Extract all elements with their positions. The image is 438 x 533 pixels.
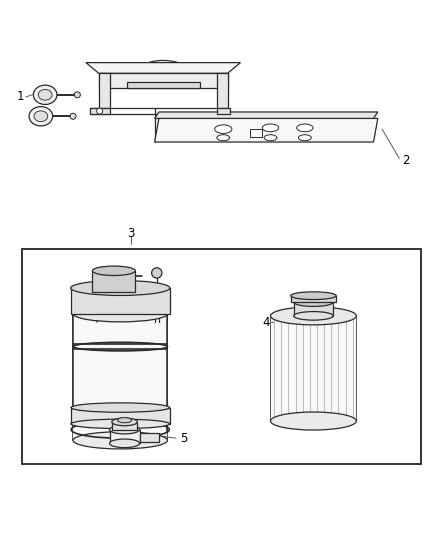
Ellipse shape [291,292,336,300]
Bar [92,271,135,292]
Ellipse shape [298,135,311,141]
Ellipse shape [112,418,138,426]
Polygon shape [155,118,378,142]
Bar [250,129,262,137]
Bar [112,422,138,430]
Polygon shape [217,108,230,114]
Polygon shape [155,112,378,118]
Polygon shape [99,74,228,88]
Bar [71,408,170,424]
Circle shape [74,92,80,98]
Polygon shape [217,74,228,108]
Circle shape [97,108,102,114]
Ellipse shape [92,266,135,276]
Ellipse shape [110,425,140,434]
Ellipse shape [294,312,333,320]
Polygon shape [127,82,200,88]
Polygon shape [140,433,159,442]
Bar [21,249,421,464]
Ellipse shape [73,305,167,322]
Ellipse shape [71,280,170,295]
Ellipse shape [271,412,357,430]
Ellipse shape [264,135,277,141]
Text: 4: 4 [262,316,270,329]
Ellipse shape [71,403,170,413]
Ellipse shape [117,417,131,423]
Polygon shape [86,62,240,74]
Ellipse shape [33,85,57,104]
Bar [110,430,140,443]
Ellipse shape [71,419,170,429]
Ellipse shape [271,307,357,325]
Text: 2: 2 [402,154,410,166]
Ellipse shape [217,135,230,141]
Text: 5: 5 [180,432,187,445]
Ellipse shape [38,90,52,100]
Ellipse shape [262,124,279,132]
Ellipse shape [34,111,48,122]
Bar [73,314,167,440]
Bar [294,302,333,316]
Bar [271,316,357,421]
Text: 1: 1 [17,91,25,103]
Bar [21,249,421,464]
Ellipse shape [297,124,313,132]
Circle shape [152,268,162,278]
Ellipse shape [110,439,140,448]
Ellipse shape [73,432,167,449]
Ellipse shape [29,107,53,126]
Circle shape [70,113,76,119]
Bar [71,288,170,314]
Ellipse shape [215,125,232,133]
Polygon shape [90,108,110,114]
Bar [291,296,336,302]
Polygon shape [99,74,110,108]
Ellipse shape [294,298,333,306]
Text: 3: 3 [127,227,135,239]
